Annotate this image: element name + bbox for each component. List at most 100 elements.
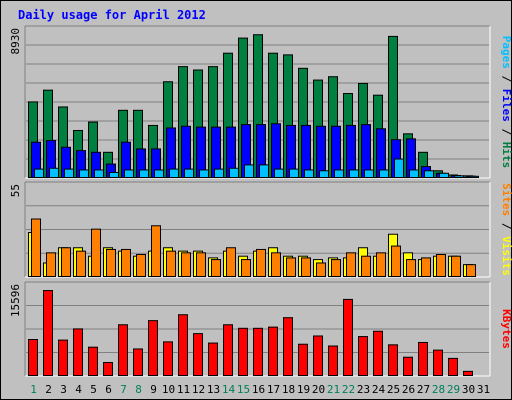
bar-kbytes-day-24 (374, 331, 383, 375)
bar-sites-day-23 (362, 256, 371, 276)
bar-pages-day-10 (170, 169, 179, 177)
bar-kbytes-day-7 (119, 325, 128, 376)
legend-sites: Sites (500, 183, 512, 216)
day-label-22: 22 (342, 383, 355, 396)
bar-kbytes-day-16 (254, 328, 263, 375)
bar-kbytes-day-27 (419, 342, 428, 375)
bar-kbytes-day-10 (164, 342, 173, 376)
day-label-3: 3 (60, 383, 67, 396)
bar-sites-day-10 (167, 251, 176, 276)
bar-pages-day-29 (455, 176, 464, 178)
bar-sites-day-28 (437, 255, 446, 277)
bar-pages-day-5 (95, 170, 104, 178)
bar-pages-day-7 (125, 170, 134, 178)
day-label-12: 12 (192, 383, 205, 396)
bar-kbytes-day-18 (284, 318, 293, 376)
bar-kbytes-day-6 (104, 363, 113, 376)
bar-sites-day-4 (77, 251, 86, 276)
bar-kbytes-day-19 (299, 344, 308, 375)
bar-pages-day-17 (275, 169, 284, 177)
bar-sites-day-24 (377, 253, 386, 277)
bar-files-day-20 (317, 126, 326, 177)
bar-pages-day-19 (305, 170, 314, 178)
bar-kbytes-day-8 (134, 349, 143, 376)
bar-sites-day-14 (227, 248, 236, 277)
day-label-29: 29 (447, 383, 460, 396)
bar-pages-day-12 (200, 170, 209, 178)
bar-kbytes-day-25 (389, 345, 398, 376)
bar-pages-day-28 (440, 173, 449, 177)
bar-kbytes-day-2 (44, 291, 53, 376)
day-label-24: 24 (372, 383, 386, 396)
bar-kbytes-day-28 (434, 350, 443, 375)
bar-sites-day-15 (242, 260, 251, 277)
visits-sites-legend: Sites / Visits (500, 183, 512, 276)
day-label-9: 9 (150, 383, 157, 396)
bar-kbytes-day-17 (269, 327, 278, 375)
day-label-10: 10 (162, 383, 175, 396)
legend-separator: / (500, 216, 512, 236)
bar-sites-day-3 (62, 248, 71, 277)
bar-pages-day-3 (65, 169, 74, 177)
day-label-21: 21 (327, 383, 340, 396)
bar-sites-day-11 (182, 253, 191, 277)
bar-pages-day-2 (50, 168, 59, 177)
bar-kbytes-day-1 (29, 340, 38, 376)
bar-pages-day-18 (290, 169, 299, 177)
bar-kbytes-day-11 (179, 315, 188, 376)
day-label-25: 25 (387, 383, 400, 396)
day-label-2: 2 (45, 383, 52, 396)
bar-sites-day-27 (422, 258, 431, 277)
day-label-26: 26 (402, 383, 415, 396)
kbytes-legend: KBytes (500, 309, 512, 349)
bar-pages-day-13 (215, 169, 224, 177)
day-label-31: 31 (477, 383, 490, 396)
bar-sites-day-7 (122, 249, 131, 276)
bar-sites-day-6 (107, 249, 116, 276)
day-label-28: 28 (432, 383, 445, 396)
bar-sites-day-25 (392, 246, 401, 276)
kbytes-panel: 15596 KBytes (9, 282, 512, 376)
bar-sites-day-20 (317, 263, 326, 277)
bar-pages-day-11 (185, 169, 194, 177)
bar-kbytes-day-21 (329, 346, 338, 375)
bar-sites-day-8 (137, 255, 146, 277)
day-label-16: 16 (252, 383, 265, 396)
bar-pages-day-24 (380, 170, 389, 178)
bar-kbytes-day-9 (149, 321, 158, 376)
legend-kbytes: KBytes (500, 309, 512, 349)
day-label-13: 13 (207, 383, 220, 396)
day-label-14: 14 (222, 383, 236, 396)
bar-sites-day-1 (32, 219, 41, 276)
day-label-30: 30 (462, 383, 475, 396)
bar-kbytes-day-15 (239, 328, 248, 375)
bar-sites-day-16 (257, 249, 266, 276)
bar-kbytes-day-4 (74, 329, 83, 376)
bar-sites-day-12 (197, 253, 206, 277)
bar-pages-day-27 (425, 171, 434, 178)
day-label-4: 4 (75, 383, 82, 396)
bar-kbytes-day-30 (464, 371, 473, 375)
bar-pages-day-6 (110, 172, 119, 177)
bar-sites-day-21 (332, 260, 341, 277)
bar-kbytes-day-29 (449, 358, 458, 375)
bar-pages-day-14 (230, 168, 239, 177)
day-label-5: 5 (90, 383, 97, 396)
day-label-6: 6 (105, 383, 112, 396)
bar-kbytes-day-5 (89, 347, 98, 375)
legend-pages: Pages (500, 36, 512, 69)
legend-hits: Hits (500, 142, 512, 169)
bar-pages-day-9 (155, 170, 164, 178)
day-label-1: 1 (30, 383, 37, 396)
day-label-15: 15 (237, 383, 250, 396)
bar-sites-day-17 (272, 253, 281, 277)
day-label-20: 20 (312, 383, 325, 396)
bar-kbytes-day-26 (404, 357, 413, 375)
bar-pages-day-20 (320, 171, 329, 178)
day-label-27: 27 (417, 383, 430, 396)
bar-pages-day-8 (140, 170, 149, 178)
bar-kbytes-day-14 (224, 325, 233, 376)
day-label-11: 11 (177, 383, 190, 396)
bar-pages-day-15 (245, 165, 254, 178)
legend-files: Files (500, 89, 512, 122)
